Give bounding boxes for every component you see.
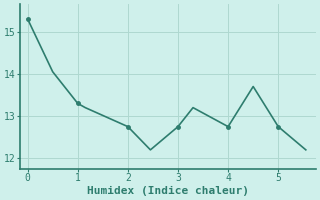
X-axis label: Humidex (Indice chaleur): Humidex (Indice chaleur) [87,186,249,196]
